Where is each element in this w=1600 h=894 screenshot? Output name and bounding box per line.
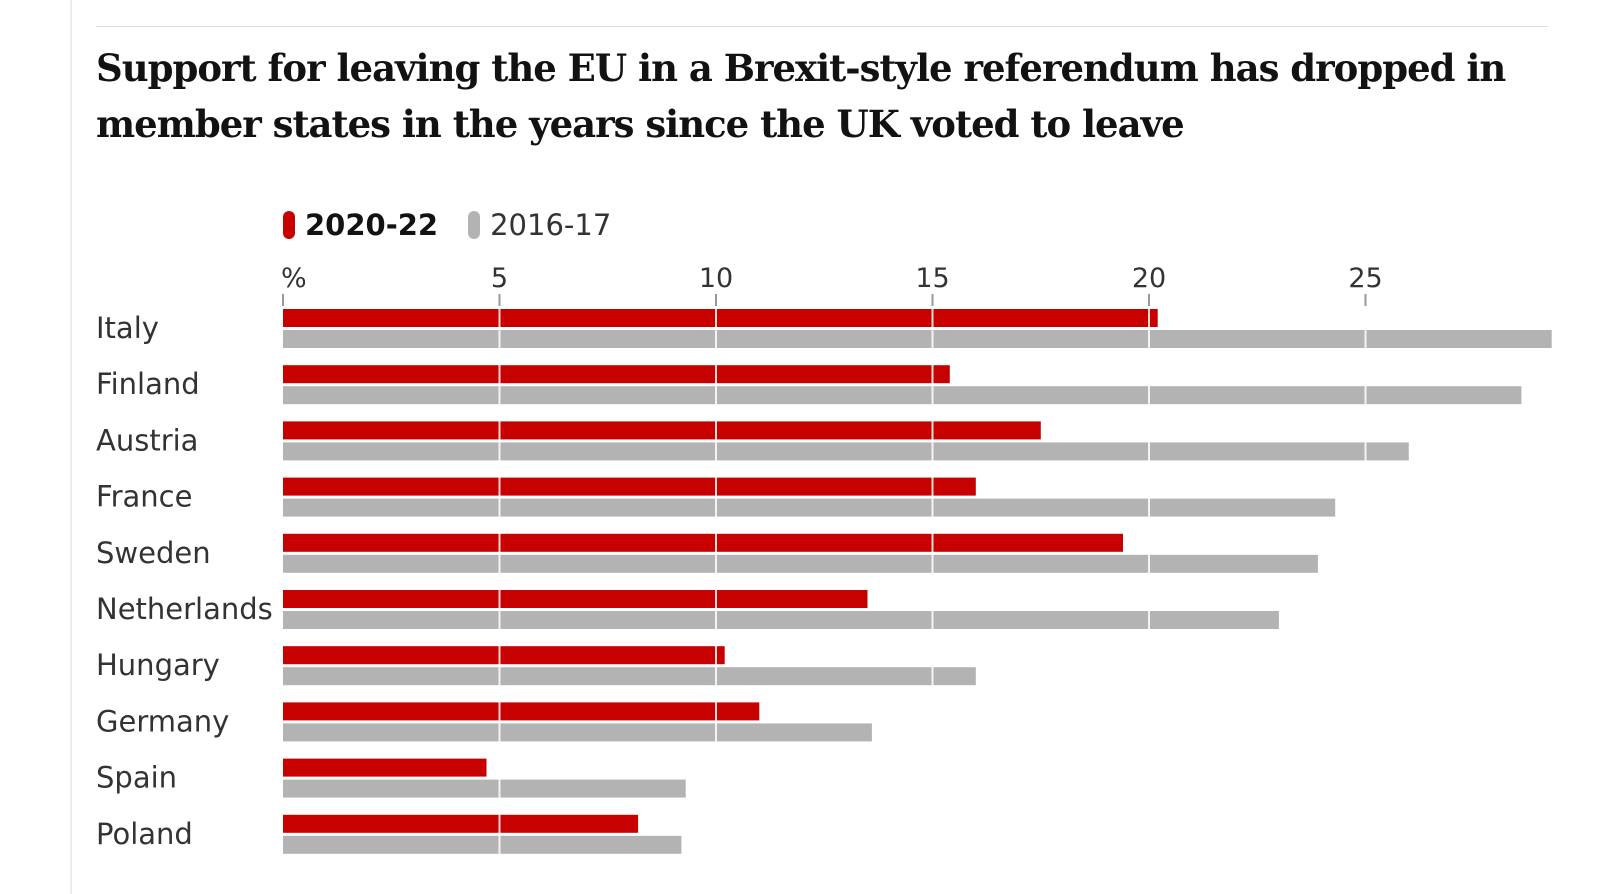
category-label-france: France [96,480,192,514]
legend-label-2016-17: 2016-17 [490,208,612,242]
category-label-spain: Spain [96,761,177,795]
bar-2016-17-sweden [283,554,1318,573]
x-tick-label-5: 5 [491,263,508,294]
category-label-italy: Italy [96,311,159,345]
bar-2016-17-spain [283,779,686,798]
legend-item-2020-22: 2020-22 [283,208,438,242]
legend-label-2020-22: 2020-22 [305,208,439,242]
legend-item-2016-17: 2016-17 [468,208,611,242]
bar-2020-22-italy [283,309,1158,327]
category-label-sweden: Sweden [96,536,211,570]
bar-2016-17-hungary [283,667,976,686]
bar-2016-17-italy [283,330,1552,348]
bar-2020-22-netherlands [283,590,868,608]
bar-2020-22-austria [283,421,1041,440]
category-label-finland: Finland [96,367,200,401]
axis-unit-label: % [281,263,307,294]
bar-2016-17-netherlands [283,611,1279,629]
bar-2016-17-austria [283,442,1409,461]
x-tick-label-10: 10 [699,263,733,294]
category-label-austria: Austria [96,423,198,457]
legend-swatch-2016-17 [468,211,481,239]
bar-2020-22-finland [283,365,950,384]
chart-title: Support for leaving the EU in a Brexit-s… [96,46,1506,146]
category-label-netherlands: Netherlands [96,592,273,626]
category-label-hungary: Hungary [96,648,220,682]
left-divider [70,0,72,894]
bar-2016-17-france [283,498,1336,517]
top-divider [96,26,1548,27]
legend: 2020-22 2016-17 [283,208,641,242]
x-tick-label-20: 20 [1132,263,1166,294]
x-tick-label-25: 25 [1348,263,1382,294]
bar-2020-22-germany [283,702,760,721]
bar-2016-17-germany [283,723,872,742]
bar-2020-22-sweden [283,533,1123,552]
bar-2020-22-spain [283,758,487,777]
bar-2020-22-france [283,477,976,496]
category-label-germany: Germany [96,704,229,738]
x-tick-label-15: 15 [915,263,949,294]
bar-2016-17-finland [283,386,1522,405]
category-label-poland: Poland [96,817,193,851]
legend-swatch-2020-22 [283,211,295,239]
bar-2016-17-poland [283,835,682,854]
bar-2020-22-hungary [283,646,725,665]
bar-2020-22-poland [283,814,639,833]
